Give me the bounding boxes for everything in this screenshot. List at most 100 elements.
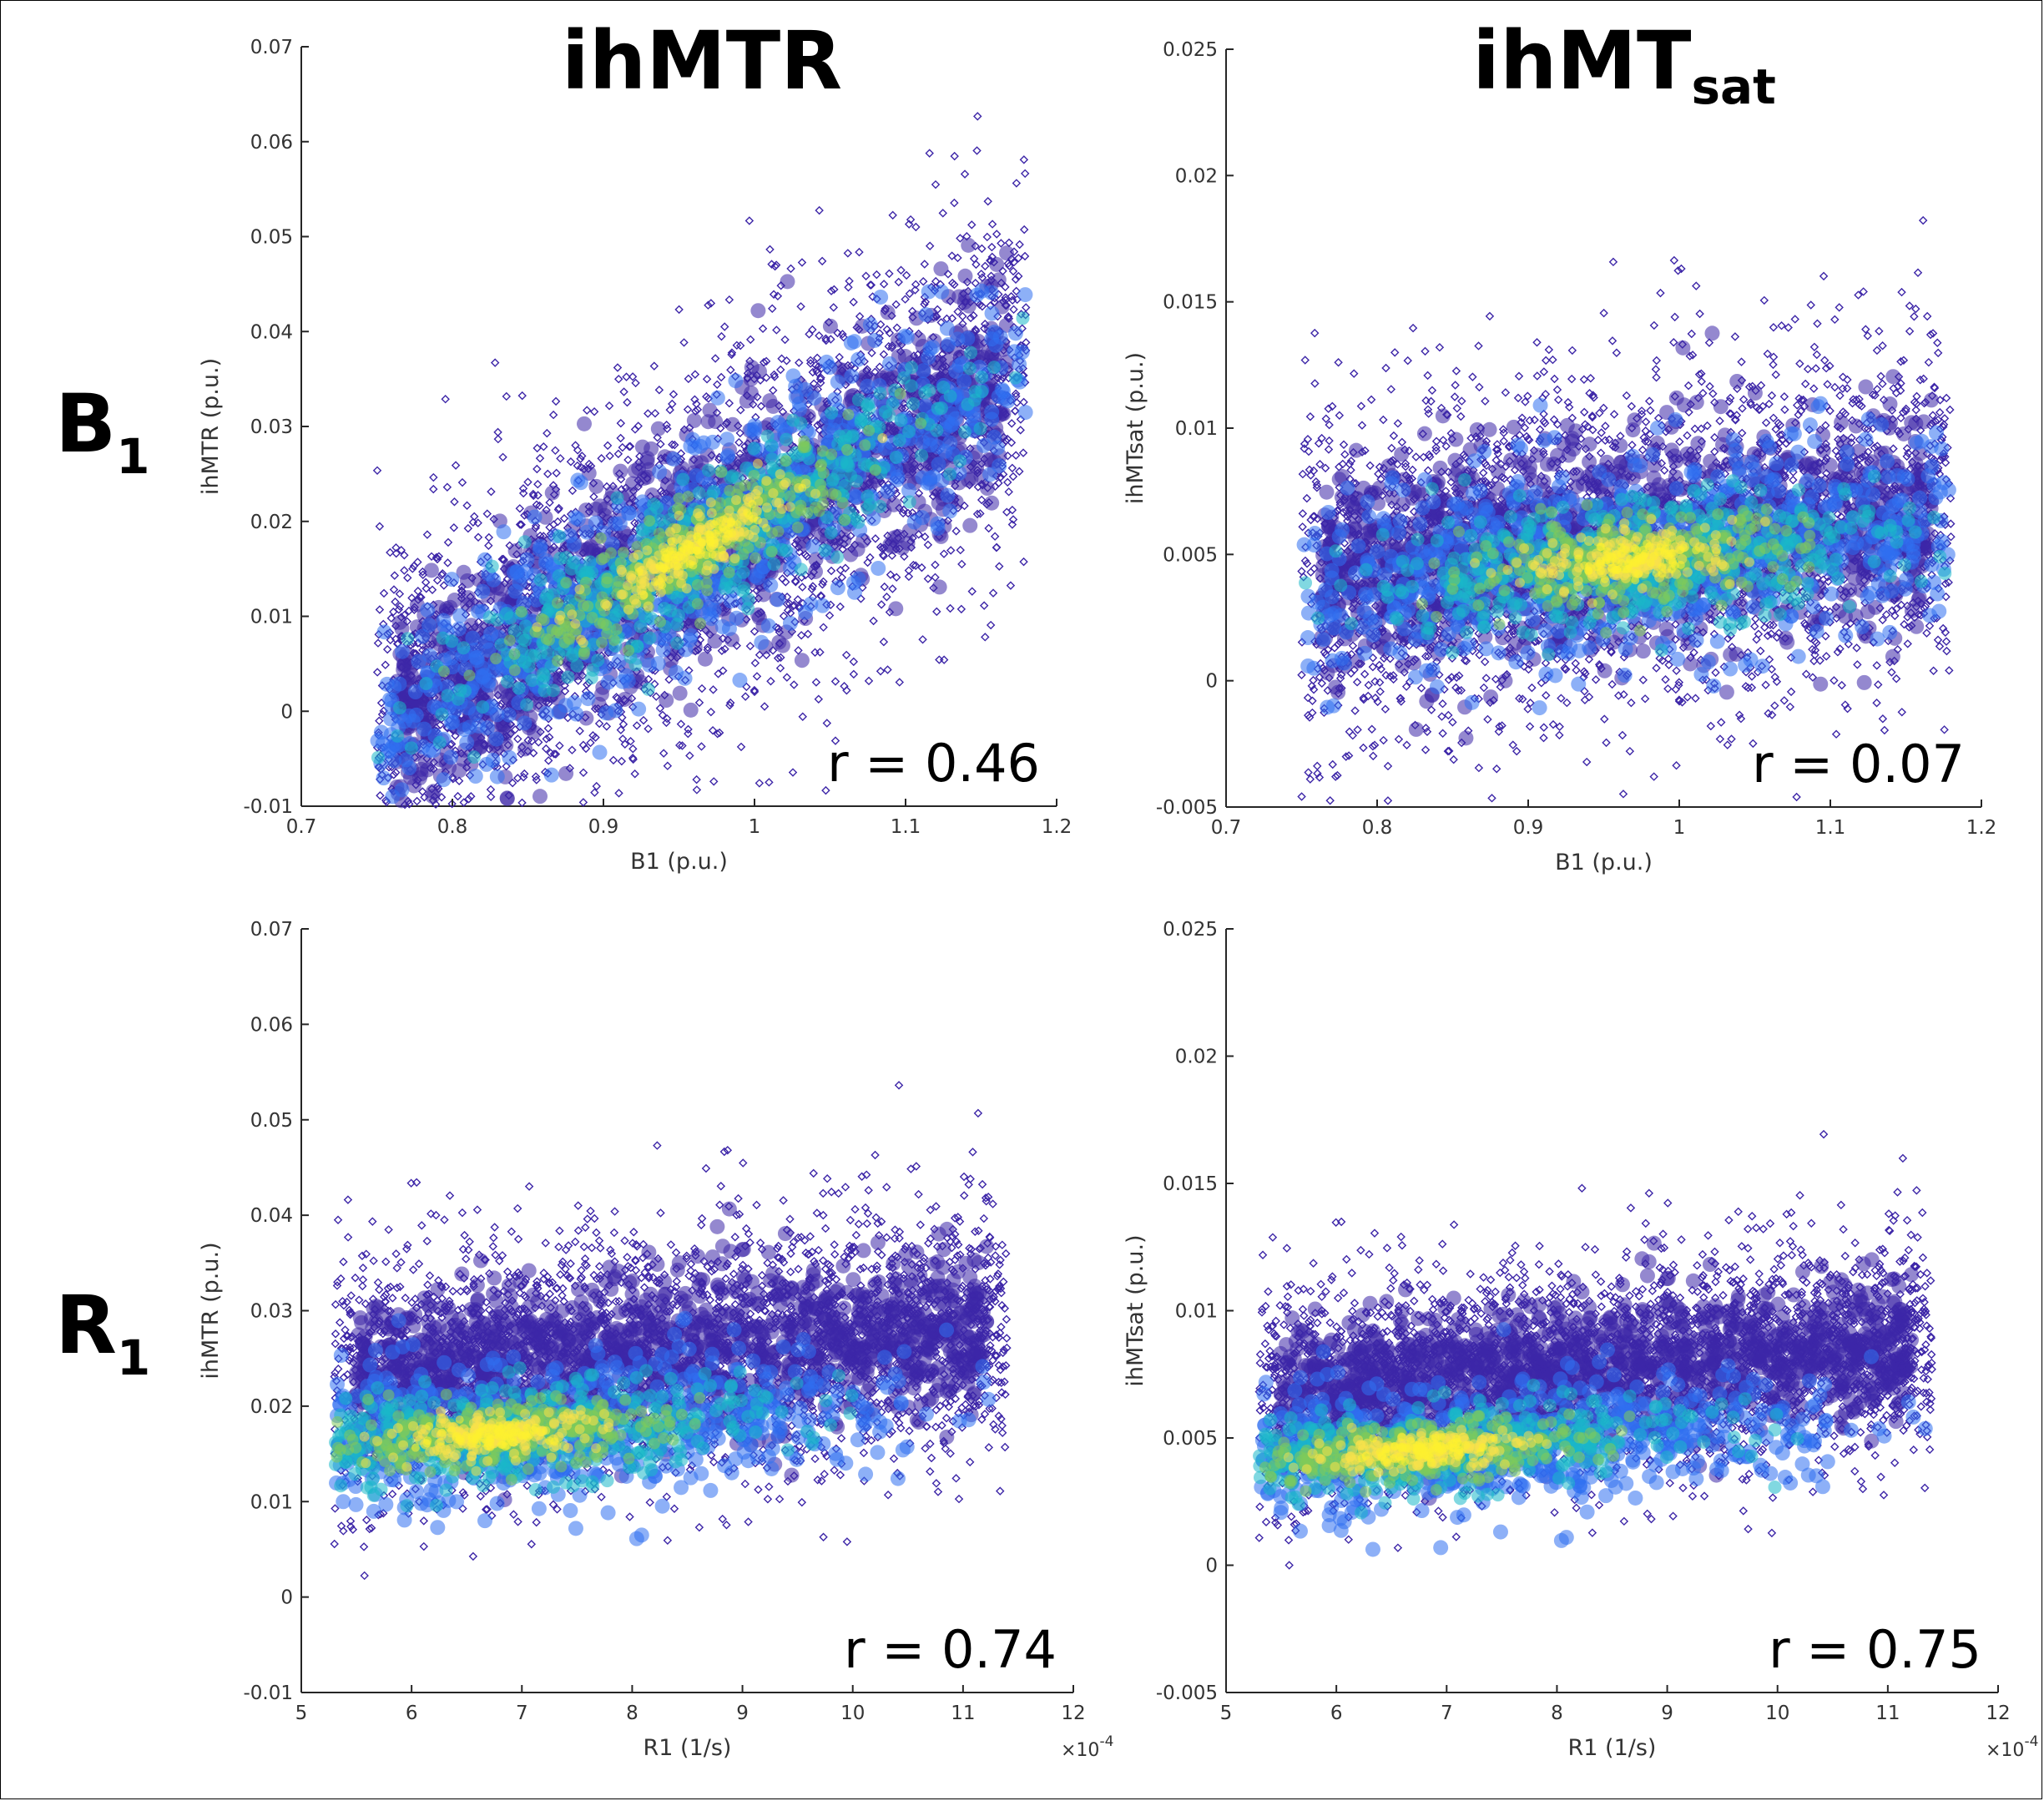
scatter-point (798, 632, 805, 638)
scatter-point (824, 719, 830, 726)
scatter-point (576, 728, 583, 734)
scatter-point (1012, 452, 1019, 458)
scatter-point (615, 376, 622, 382)
scatter-point (685, 376, 692, 382)
scatter-point (484, 510, 491, 517)
scatter-point (747, 643, 754, 649)
scatter-point (726, 400, 733, 406)
scatter-point (903, 272, 910, 279)
scatter-point (534, 481, 541, 487)
scatter-point (430, 474, 437, 481)
scatter-point (790, 769, 796, 775)
scatter-point (517, 505, 523, 512)
scatter-point (619, 444, 626, 451)
scatter-point (712, 355, 719, 361)
scatter-point (593, 783, 599, 790)
scatter-point (795, 647, 801, 653)
scatter-point (524, 478, 531, 485)
scatter-point (492, 359, 498, 366)
scatter-point (984, 234, 991, 240)
scatter-point (1020, 449, 1027, 456)
scatter-point (376, 717, 382, 724)
scatter-point (454, 793, 461, 800)
scatter-point (947, 547, 954, 553)
scatter-point (889, 585, 896, 592)
scatter-point (795, 359, 802, 366)
scatter-point (931, 562, 938, 568)
scatter-point (686, 752, 693, 759)
scatter-point (452, 462, 459, 468)
scatter-point (591, 408, 598, 415)
scatter-point (704, 376, 710, 382)
column-title-1: ihMTR (562, 14, 842, 108)
scatter-point (769, 305, 775, 312)
scatter-point (1022, 304, 1029, 310)
scatter-point (442, 396, 448, 402)
scatter-point (866, 678, 872, 684)
scatter-point (486, 534, 492, 541)
scatter-point (816, 648, 823, 655)
scatter-point (424, 531, 431, 537)
scatter-point (552, 447, 558, 454)
scatter-point (932, 181, 939, 188)
scatter-point (520, 485, 527, 492)
scatter-point (881, 351, 887, 357)
scatter-point (1021, 226, 1027, 233)
scatter-point (680, 339, 687, 346)
scatter-point (958, 606, 965, 613)
scatter-point (596, 720, 603, 727)
scatter-point (518, 392, 525, 399)
scatter-point (1020, 558, 1027, 565)
scatter-point (901, 295, 908, 302)
scatter-point (845, 278, 852, 285)
scatter-point (624, 457, 631, 463)
scatter-point (877, 668, 884, 674)
scatter-point (884, 666, 891, 673)
scatter-point (429, 586, 436, 593)
scatter-point (535, 739, 542, 745)
scatter-point (604, 442, 611, 449)
scatter-point (696, 699, 703, 706)
scatter-point (445, 539, 452, 546)
scatter-point (678, 720, 684, 727)
scatter-point (760, 325, 766, 332)
scatter-point (670, 391, 677, 397)
scatter-point (614, 364, 621, 371)
scatter-point (495, 436, 502, 442)
scatter-point (583, 406, 590, 413)
scatter-point (580, 799, 587, 805)
scatter-point (761, 703, 768, 709)
scatter-point (747, 336, 754, 343)
scatter-point (591, 789, 598, 795)
scatter-point (391, 586, 397, 593)
scatter-point (708, 709, 714, 715)
row-label-1: B1 (55, 377, 150, 485)
scatter-point (832, 678, 839, 684)
scatter-point (926, 149, 932, 156)
scatter-point (925, 542, 931, 548)
scatter-point (985, 525, 992, 532)
scatter-point (850, 658, 857, 665)
scatter-point (936, 656, 942, 663)
scatter-point (1022, 170, 1028, 177)
scatter-point (617, 435, 623, 441)
scatter-point (550, 411, 557, 418)
scatter-point (590, 493, 597, 500)
scatter-point (610, 757, 617, 764)
scatter-point (941, 550, 947, 557)
scatter-point (920, 278, 926, 285)
scatter-point (969, 588, 976, 594)
scatter-point (984, 198, 991, 204)
scatter-point (568, 746, 575, 753)
scatter-point (797, 303, 804, 310)
scatter-point (1021, 156, 1027, 163)
scatter-point (374, 668, 381, 675)
scatter-point (886, 270, 892, 277)
scatter-point (828, 568, 835, 574)
scatter-point (850, 671, 857, 678)
scatter-point (892, 301, 899, 308)
scatter-point (926, 243, 933, 250)
scatter-point (710, 778, 717, 784)
scatter-point (545, 757, 552, 764)
scatter-point (881, 583, 887, 590)
